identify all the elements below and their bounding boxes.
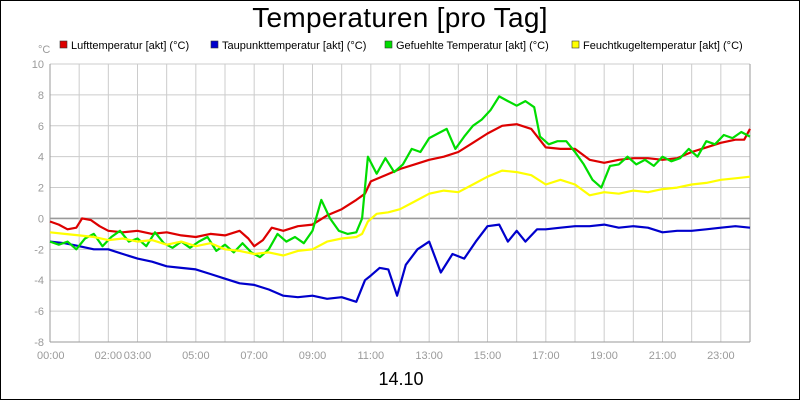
legend-swatch — [210, 40, 219, 49]
x-tick-label: 21:00 — [649, 350, 677, 362]
y-tick-label: -4 — [34, 275, 44, 287]
grid — [50, 63, 751, 343]
x-tick-label: 05:00 — [182, 350, 210, 362]
y-unit-label: °C — [38, 44, 50, 56]
series-line-2 — [49, 223, 751, 303]
legend-swatch — [384, 40, 393, 49]
legend-item-2: Taupunkttemperatur [akt] (°C) — [210, 40, 366, 52]
legend-label: Gefuehlte Temperatur [akt] (°C) — [396, 40, 549, 52]
legend-swatch — [571, 40, 580, 49]
x-tick-label: 23:00 — [707, 350, 735, 362]
y-tick-label: -2 — [34, 244, 44, 256]
plot-area — [49, 95, 751, 303]
x-tick-label: 19:00 — [590, 350, 618, 362]
y-tick-label: -8 — [34, 337, 44, 349]
y-tick-label: 4 — [38, 152, 44, 164]
y-tick-label: 0 — [38, 213, 44, 225]
x-axis: 00:00 02:00 03:00 05:00 07:00 09:00 11:00 13:00… — [37, 341, 750, 362]
legend-label: Lufttemperatur [akt] (°C) — [71, 40, 189, 52]
x-tick-label: 17:00 — [532, 350, 560, 362]
x-tick-label: 11:00 — [357, 350, 384, 362]
legend-label: Feuchtkugeltemperatur [akt] (°C) — [583, 40, 743, 52]
x-tick-label: 15:00 — [474, 350, 502, 362]
legend-item-3: Gefuehlte Temperatur [akt] (°C) — [384, 40, 549, 52]
y-tick-label: -6 — [34, 306, 44, 318]
legend: Lufttemperatur [akt] (°C) Taupunkttempera… — [59, 40, 743, 52]
chart-title: Temperaturen [pro Tag] — [252, 2, 548, 33]
legend-swatch — [59, 40, 68, 49]
legend-item-4: Feuchtkugeltemperatur [akt] (°C) — [571, 40, 743, 52]
y-tick-label: 6 — [38, 121, 44, 133]
y-tick-label: 2 — [38, 183, 44, 195]
x-tick-label: 09:00 — [299, 350, 327, 362]
y-tick-label: 10 — [32, 59, 44, 71]
x-tick-label: 13:00 — [415, 350, 443, 362]
x-axis-date-label: 14.10 — [378, 369, 423, 389]
legend-item-1: Lufttemperatur [akt] (°C) — [59, 40, 189, 52]
x-tick-label: 03:00 — [124, 350, 152, 362]
y-axis: -8 -6 -4 -2 0 2 4 6 8 10 — [32, 59, 51, 349]
y-tick-label: 8 — [38, 90, 44, 102]
x-tick-label: 00:00 — [37, 350, 65, 362]
x-tick-label: 02:00 — [95, 350, 123, 362]
legend-label: Taupunkttemperatur [akt] (°C) — [222, 40, 366, 52]
series-line-4 — [49, 169, 751, 257]
x-tick-label: 07:00 — [240, 350, 268, 362]
